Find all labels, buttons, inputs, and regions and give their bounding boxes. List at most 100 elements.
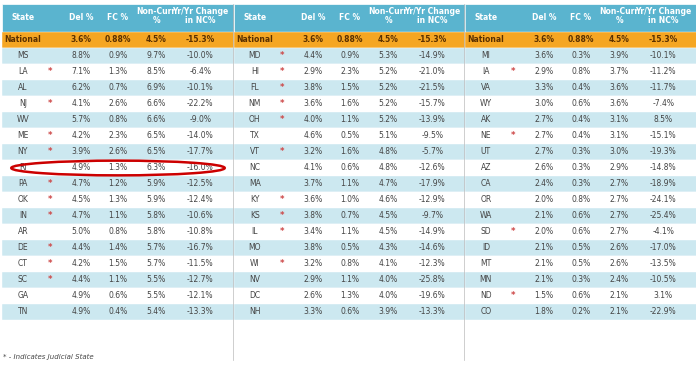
Text: 7.1%: 7.1% <box>71 67 90 76</box>
Bar <box>465 224 696 240</box>
Text: -14.0%: -14.0% <box>187 131 214 141</box>
Text: FL: FL <box>251 83 259 93</box>
Text: State: State <box>11 14 34 22</box>
Text: NE: NE <box>481 131 491 141</box>
Text: MI: MI <box>482 52 490 60</box>
Text: 3.7%: 3.7% <box>610 67 629 76</box>
Text: 5.7%: 5.7% <box>147 259 166 269</box>
Text: 0.5%: 0.5% <box>340 243 360 253</box>
Text: 2.9%: 2.9% <box>535 67 553 76</box>
Text: SD: SD <box>480 228 491 236</box>
Text: 1.6%: 1.6% <box>340 147 360 157</box>
Text: 4.1%: 4.1% <box>379 259 398 269</box>
Text: 2.7%: 2.7% <box>610 195 629 205</box>
Text: 9.7%: 9.7% <box>147 52 166 60</box>
Text: 1.1%: 1.1% <box>109 212 127 220</box>
Text: 2.1%: 2.1% <box>610 291 628 300</box>
Text: -15.7%: -15.7% <box>419 100 445 108</box>
Text: 0.4%: 0.4% <box>109 307 127 317</box>
Text: *: * <box>279 147 284 156</box>
Text: -13.3%: -13.3% <box>187 307 214 317</box>
Text: Non-Curr
%: Non-Curr % <box>600 7 639 25</box>
Text: 0.5%: 0.5% <box>571 259 591 269</box>
Text: 4.5%: 4.5% <box>146 36 167 45</box>
Text: -25.4%: -25.4% <box>650 212 677 220</box>
Text: -11.5%: -11.5% <box>187 259 214 269</box>
Text: CT: CT <box>18 259 28 269</box>
Text: -9.0%: -9.0% <box>189 116 212 124</box>
Bar <box>234 32 466 48</box>
Text: -7.4%: -7.4% <box>652 100 674 108</box>
Bar <box>465 48 696 64</box>
Text: *: * <box>510 131 515 140</box>
Text: 4.3%: 4.3% <box>379 243 398 253</box>
Text: 2.7%: 2.7% <box>535 131 553 141</box>
Bar <box>465 288 696 304</box>
Text: Yr/Yr Change
in NC%: Yr/Yr Change in NC% <box>172 7 228 25</box>
Text: -10.8%: -10.8% <box>187 228 214 236</box>
Text: 0.6%: 0.6% <box>571 228 591 236</box>
Bar <box>465 240 696 256</box>
Bar <box>234 160 466 176</box>
Text: 3.9%: 3.9% <box>379 307 398 317</box>
Text: 3.6%: 3.6% <box>610 83 629 93</box>
Text: 3.9%: 3.9% <box>71 147 90 157</box>
Text: -6.4%: -6.4% <box>189 67 212 76</box>
Text: WV: WV <box>17 116 29 124</box>
Text: 2.1%: 2.1% <box>535 212 553 220</box>
Text: -12.4%: -12.4% <box>187 195 214 205</box>
Text: IN: IN <box>19 212 27 220</box>
Bar <box>465 144 696 160</box>
Text: OH: OH <box>249 116 261 124</box>
Bar <box>234 272 466 288</box>
Text: -12.5%: -12.5% <box>187 179 214 188</box>
Text: *: * <box>279 259 284 268</box>
Text: -15.3%: -15.3% <box>186 36 215 45</box>
Text: 2.1%: 2.1% <box>535 243 553 253</box>
Text: SC: SC <box>18 276 28 284</box>
Text: 4.2%: 4.2% <box>71 131 90 141</box>
Text: 0.3%: 0.3% <box>571 52 591 60</box>
Bar <box>234 96 466 112</box>
Text: WI: WI <box>250 259 260 269</box>
Bar <box>234 192 466 208</box>
Text: -17.9%: -17.9% <box>419 179 445 188</box>
Text: IL: IL <box>252 228 258 236</box>
Text: 2.1%: 2.1% <box>610 307 628 317</box>
Text: -13.5%: -13.5% <box>650 259 677 269</box>
Text: MA: MA <box>249 179 261 188</box>
Text: 3.3%: 3.3% <box>535 83 553 93</box>
Text: -12.9%: -12.9% <box>419 195 445 205</box>
Text: 4.0%: 4.0% <box>379 276 398 284</box>
Text: Del %: Del % <box>69 14 93 22</box>
Text: 4.5%: 4.5% <box>378 36 399 45</box>
Bar <box>2 160 234 176</box>
Text: OK: OK <box>17 195 29 205</box>
Text: 0.8%: 0.8% <box>109 116 127 124</box>
Text: National: National <box>237 36 274 45</box>
Bar <box>2 224 234 240</box>
Bar <box>2 32 234 48</box>
Text: 5.8%: 5.8% <box>147 228 166 236</box>
Text: 0.4%: 0.4% <box>571 83 591 93</box>
Text: -11.7%: -11.7% <box>650 83 677 93</box>
Bar <box>2 96 234 112</box>
Text: 2.6%: 2.6% <box>610 259 629 269</box>
Text: 5.1%: 5.1% <box>379 131 398 141</box>
Text: 2.6%: 2.6% <box>109 100 127 108</box>
Text: 2.6%: 2.6% <box>109 147 127 157</box>
Text: HI: HI <box>251 67 259 76</box>
Bar <box>234 112 466 128</box>
Text: MN: MN <box>480 276 492 284</box>
Text: 5.9%: 5.9% <box>147 195 166 205</box>
Text: 5.2%: 5.2% <box>379 100 398 108</box>
Text: MO: MO <box>248 243 261 253</box>
Text: 6.5%: 6.5% <box>147 147 166 157</box>
Text: 1.5%: 1.5% <box>109 259 127 269</box>
Text: 3.6%: 3.6% <box>533 36 555 45</box>
Text: 3.6%: 3.6% <box>610 100 629 108</box>
Text: 5.5%: 5.5% <box>147 291 166 300</box>
Bar <box>234 304 466 320</box>
Text: -17.0%: -17.0% <box>650 243 677 253</box>
Bar <box>2 112 234 128</box>
